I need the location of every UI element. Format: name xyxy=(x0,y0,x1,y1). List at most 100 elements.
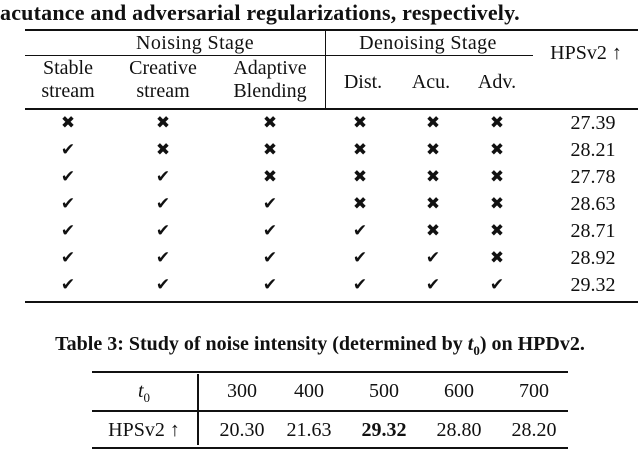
t0-value: 500 xyxy=(369,380,399,402)
mark-cell: ✔ xyxy=(425,248,441,268)
mark-cell: ✔ xyxy=(155,275,171,295)
mark-cell: ✔ xyxy=(60,194,76,214)
denoising-stage-header: Denoising Stage xyxy=(359,32,497,54)
caption-math-variable: t xyxy=(467,333,474,355)
hpsv2-value: 28.71 xyxy=(570,220,616,242)
table-row: ✔ ✔ ✔ ✖ ✖ ✖ 28.63 xyxy=(0,191,640,218)
table-row: ✔ ✔ ✔ ✔ ✔ ✔ 29.32 xyxy=(0,272,640,299)
column-header-acu: Acu. xyxy=(411,71,451,93)
column-header-line: Creative xyxy=(129,57,197,79)
table-row: ✔ ✔ ✖ ✖ ✖ ✖ 27.78 xyxy=(0,164,640,191)
noising-stage-header: Noising Stage xyxy=(136,32,254,54)
mark-cell: ✔ xyxy=(352,275,368,295)
column-header-line: Adaptive xyxy=(233,57,307,79)
t0-row-label: t0 xyxy=(98,378,190,411)
mark-cell: ✖ xyxy=(425,167,441,187)
mark-cell: ✔ xyxy=(155,167,171,187)
ablation-midrule xyxy=(25,108,638,110)
mark-cell: ✖ xyxy=(425,140,441,160)
mark-cell: ✔ xyxy=(262,275,278,295)
hpsv2-value: 21.63 xyxy=(286,419,332,441)
mark-cell: ✔ xyxy=(60,248,76,268)
mark-cell: ✔ xyxy=(489,275,505,295)
t0-value: 400 xyxy=(294,380,324,402)
table-row: t0 300 400 500 600 700 xyxy=(92,378,568,405)
mark-cell: ✖ xyxy=(489,221,505,241)
table-row: HPSv2 ↑ 20.30 21.63 29.32 28.80 28.20 xyxy=(92,417,568,443)
mark-cell: ✔ xyxy=(262,194,278,214)
hpsv2-value: 28.92 xyxy=(570,247,616,269)
mark-cell: ✔ xyxy=(155,194,171,214)
ablation-bottom-rule xyxy=(25,301,638,303)
caption-text: ) on HPDv2. xyxy=(479,333,585,355)
table-row: ✖ ✖ ✖ ✖ ✖ ✖ 27.39 xyxy=(0,110,640,137)
mark-cell: ✖ xyxy=(489,248,505,268)
mark-cell: ✔ xyxy=(352,248,368,268)
column-header-line: Blending xyxy=(233,80,307,102)
column-header-line: Stable xyxy=(43,57,93,79)
mark-cell: ✖ xyxy=(425,221,441,241)
mark-cell: ✔ xyxy=(262,248,278,268)
table-row: ✔ ✖ ✖ ✖ ✖ ✖ 28.21 xyxy=(0,137,640,164)
mark-cell: ✔ xyxy=(60,140,76,160)
hpsv2-value-best: 29.32 xyxy=(361,419,407,441)
table3-top-rule xyxy=(92,371,568,373)
mark-cell: ✖ xyxy=(262,113,278,133)
ablation-header-midrule xyxy=(25,55,533,56)
mark-cell: ✔ xyxy=(155,221,171,241)
hpsv2-column-header: HPSv2 ↑ xyxy=(550,42,622,64)
t0-value: 300 xyxy=(227,380,257,402)
table3-midrule xyxy=(92,410,568,412)
t0-value: 600 xyxy=(444,380,474,402)
mark-cell: ✖ xyxy=(425,113,441,133)
mark-cell: ✔ xyxy=(60,275,76,295)
caption-math-subscript: 0 xyxy=(473,343,480,358)
column-header-stable-stream: Stable stream xyxy=(20,57,116,103)
column-header-line: stream xyxy=(136,80,190,102)
mark-cell: ✖ xyxy=(60,113,76,133)
t0-variable: t xyxy=(137,380,144,402)
hpsv2-value: 20.30 xyxy=(219,419,265,441)
table3-caption: Table 3: Study of noise intensity (deter… xyxy=(0,333,640,359)
ablation-top-rule xyxy=(25,29,638,31)
mark-cell: ✖ xyxy=(352,113,368,133)
mark-cell: ✖ xyxy=(489,140,505,160)
table3-vertical-divider xyxy=(197,374,199,445)
mark-cell: ✖ xyxy=(352,140,368,160)
mark-cell: ✖ xyxy=(425,194,441,214)
mark-cell: ✖ xyxy=(352,194,368,214)
mark-cell: ✖ xyxy=(489,113,505,133)
table-row: ✔ ✔ ✔ ✔ ✖ ✖ 28.71 xyxy=(0,218,640,245)
column-header-adv: Adv. xyxy=(477,71,517,93)
mark-cell: ✔ xyxy=(425,275,441,295)
mark-cell: ✖ xyxy=(489,194,505,214)
hpsv2-value: 28.63 xyxy=(570,193,616,215)
hpsv2-value: 28.21 xyxy=(570,139,616,161)
mark-cell: ✔ xyxy=(352,221,368,241)
t0-subscript: 0 xyxy=(143,390,151,405)
mark-cell: ✖ xyxy=(155,113,171,133)
column-header-dist: Dist. xyxy=(343,71,383,93)
hpsv2-value: 27.78 xyxy=(570,166,616,188)
mark-cell: ✔ xyxy=(60,167,76,187)
mark-cell: ✔ xyxy=(155,248,171,268)
column-header-adaptive-blending: Adaptive Blending xyxy=(222,57,318,103)
hpsv2-value: 29.32 xyxy=(570,274,616,296)
intro-text: acutance and adversarial regularizations… xyxy=(0,0,520,25)
table3-bottom-rule xyxy=(92,447,568,449)
column-header-creative-stream: Creative stream xyxy=(115,57,211,103)
mark-cell: ✖ xyxy=(262,167,278,187)
ablation-vertical-rule xyxy=(325,29,326,109)
mark-cell: ✖ xyxy=(262,140,278,160)
caption-text: Table 3: Study of noise intensity (deter… xyxy=(55,333,468,355)
hpsv2-value: 28.20 xyxy=(511,419,557,441)
column-header-line: stream xyxy=(41,80,95,102)
hpsv2-value: 28.80 xyxy=(436,419,482,441)
mark-cell: ✖ xyxy=(352,167,368,187)
mark-cell: ✔ xyxy=(60,221,76,241)
table-row: ✔ ✔ ✔ ✔ ✔ ✖ 28.92 xyxy=(0,245,640,272)
mark-cell: ✖ xyxy=(155,140,171,160)
t0-value: 700 xyxy=(519,380,549,402)
hpsv2-value: 27.39 xyxy=(570,112,616,134)
